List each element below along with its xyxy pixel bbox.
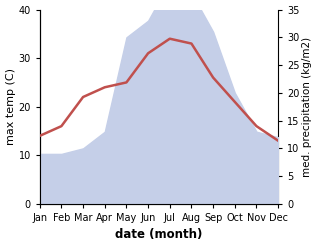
Y-axis label: max temp (C): max temp (C) — [5, 68, 16, 145]
Y-axis label: med. precipitation (kg/m2): med. precipitation (kg/m2) — [302, 37, 313, 177]
X-axis label: date (month): date (month) — [115, 228, 203, 242]
